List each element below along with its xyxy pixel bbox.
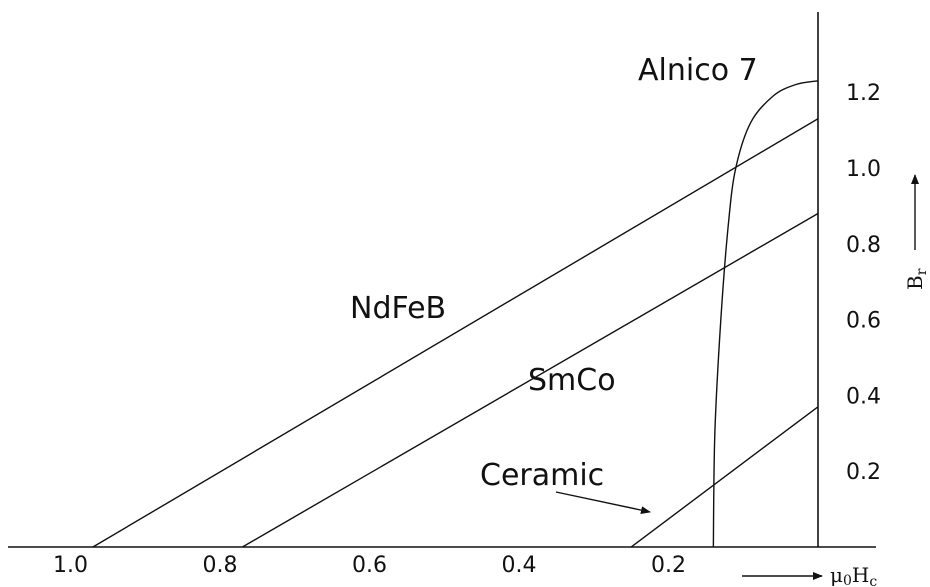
y-tick-labels: 0.2 0.4 0.6 0.8 1.0 1.2 bbox=[846, 81, 881, 485]
y-axis-label: Br bbox=[903, 268, 930, 290]
y-tick-label: 0.8 bbox=[846, 233, 881, 258]
label-ceramic: Ceramic bbox=[480, 458, 604, 493]
x-axis-label: μ0Hc bbox=[830, 563, 877, 587]
label-alnico: Alnico 7 bbox=[638, 53, 758, 88]
x-tick-label: 0.8 bbox=[203, 553, 238, 578]
series-curve-alnico-7 bbox=[712, 80, 819, 548]
y-tick-label: 0.4 bbox=[846, 384, 881, 409]
x-tick-label: 0.6 bbox=[352, 553, 387, 578]
y-tick-label: 0.2 bbox=[846, 460, 881, 485]
label-ndfeb: NdFeB bbox=[350, 291, 446, 326]
ceramic-arrow bbox=[555, 491, 651, 515]
y-tick-label: 1.2 bbox=[846, 81, 881, 106]
series-line-ceramic bbox=[630, 406, 819, 548]
label-smco: SmCo bbox=[528, 363, 616, 398]
y-tick-label: 1.0 bbox=[846, 157, 881, 182]
x-tick-label: 0.2 bbox=[651, 553, 686, 578]
x-tick-labels: 1.0 0.8 0.6 0.4 0.2 bbox=[53, 553, 686, 578]
svg-text:Br: Br bbox=[903, 268, 930, 290]
x-tick-label: 1.0 bbox=[53, 553, 88, 578]
y-tick-label: 0.6 bbox=[846, 309, 881, 334]
x-tick-label: 0.4 bbox=[502, 553, 537, 578]
series-line-smco bbox=[242, 212, 819, 548]
series-layer bbox=[92, 80, 819, 548]
series-line-ndfeb bbox=[92, 118, 819, 548]
